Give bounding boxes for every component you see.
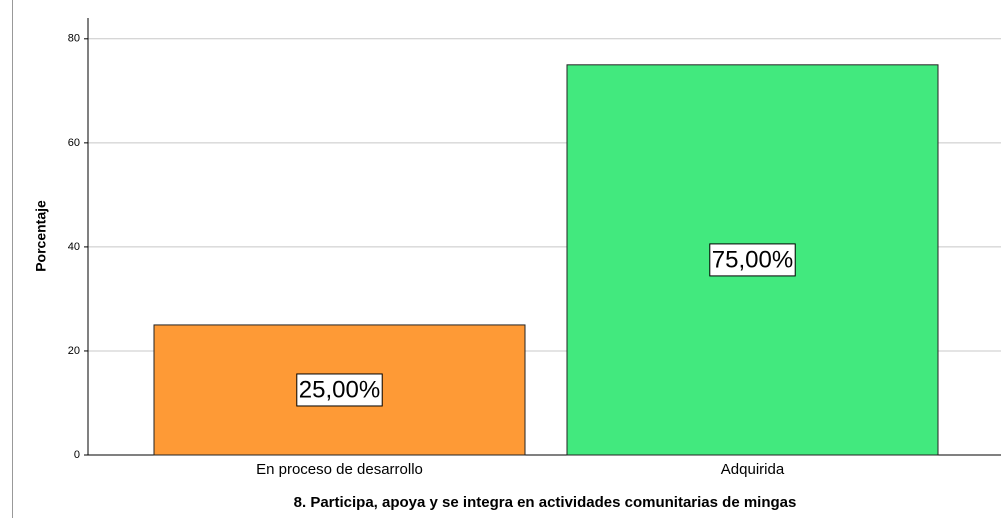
x-axis-title: 8. Participa, apoya y se integra en acti… [294,494,797,511]
y-axis-title: Porcentaje [33,200,49,272]
y-tick-label: 60 [68,137,80,149]
value-label: 75,00% [712,246,793,273]
value-label-box [296,373,383,407]
y-tick-label: 40 [68,241,80,253]
y-tick-label: 80 [68,33,80,45]
value-label: 25,00% [299,376,380,403]
value-label-box [709,243,796,277]
y-tick-label: 0 [74,449,80,461]
bar [566,64,939,456]
x-tick-label: En proceso de desarrollo [256,461,423,478]
y-tick-label: 20 [68,345,80,357]
x-tick-label: Adquirida [721,461,785,478]
